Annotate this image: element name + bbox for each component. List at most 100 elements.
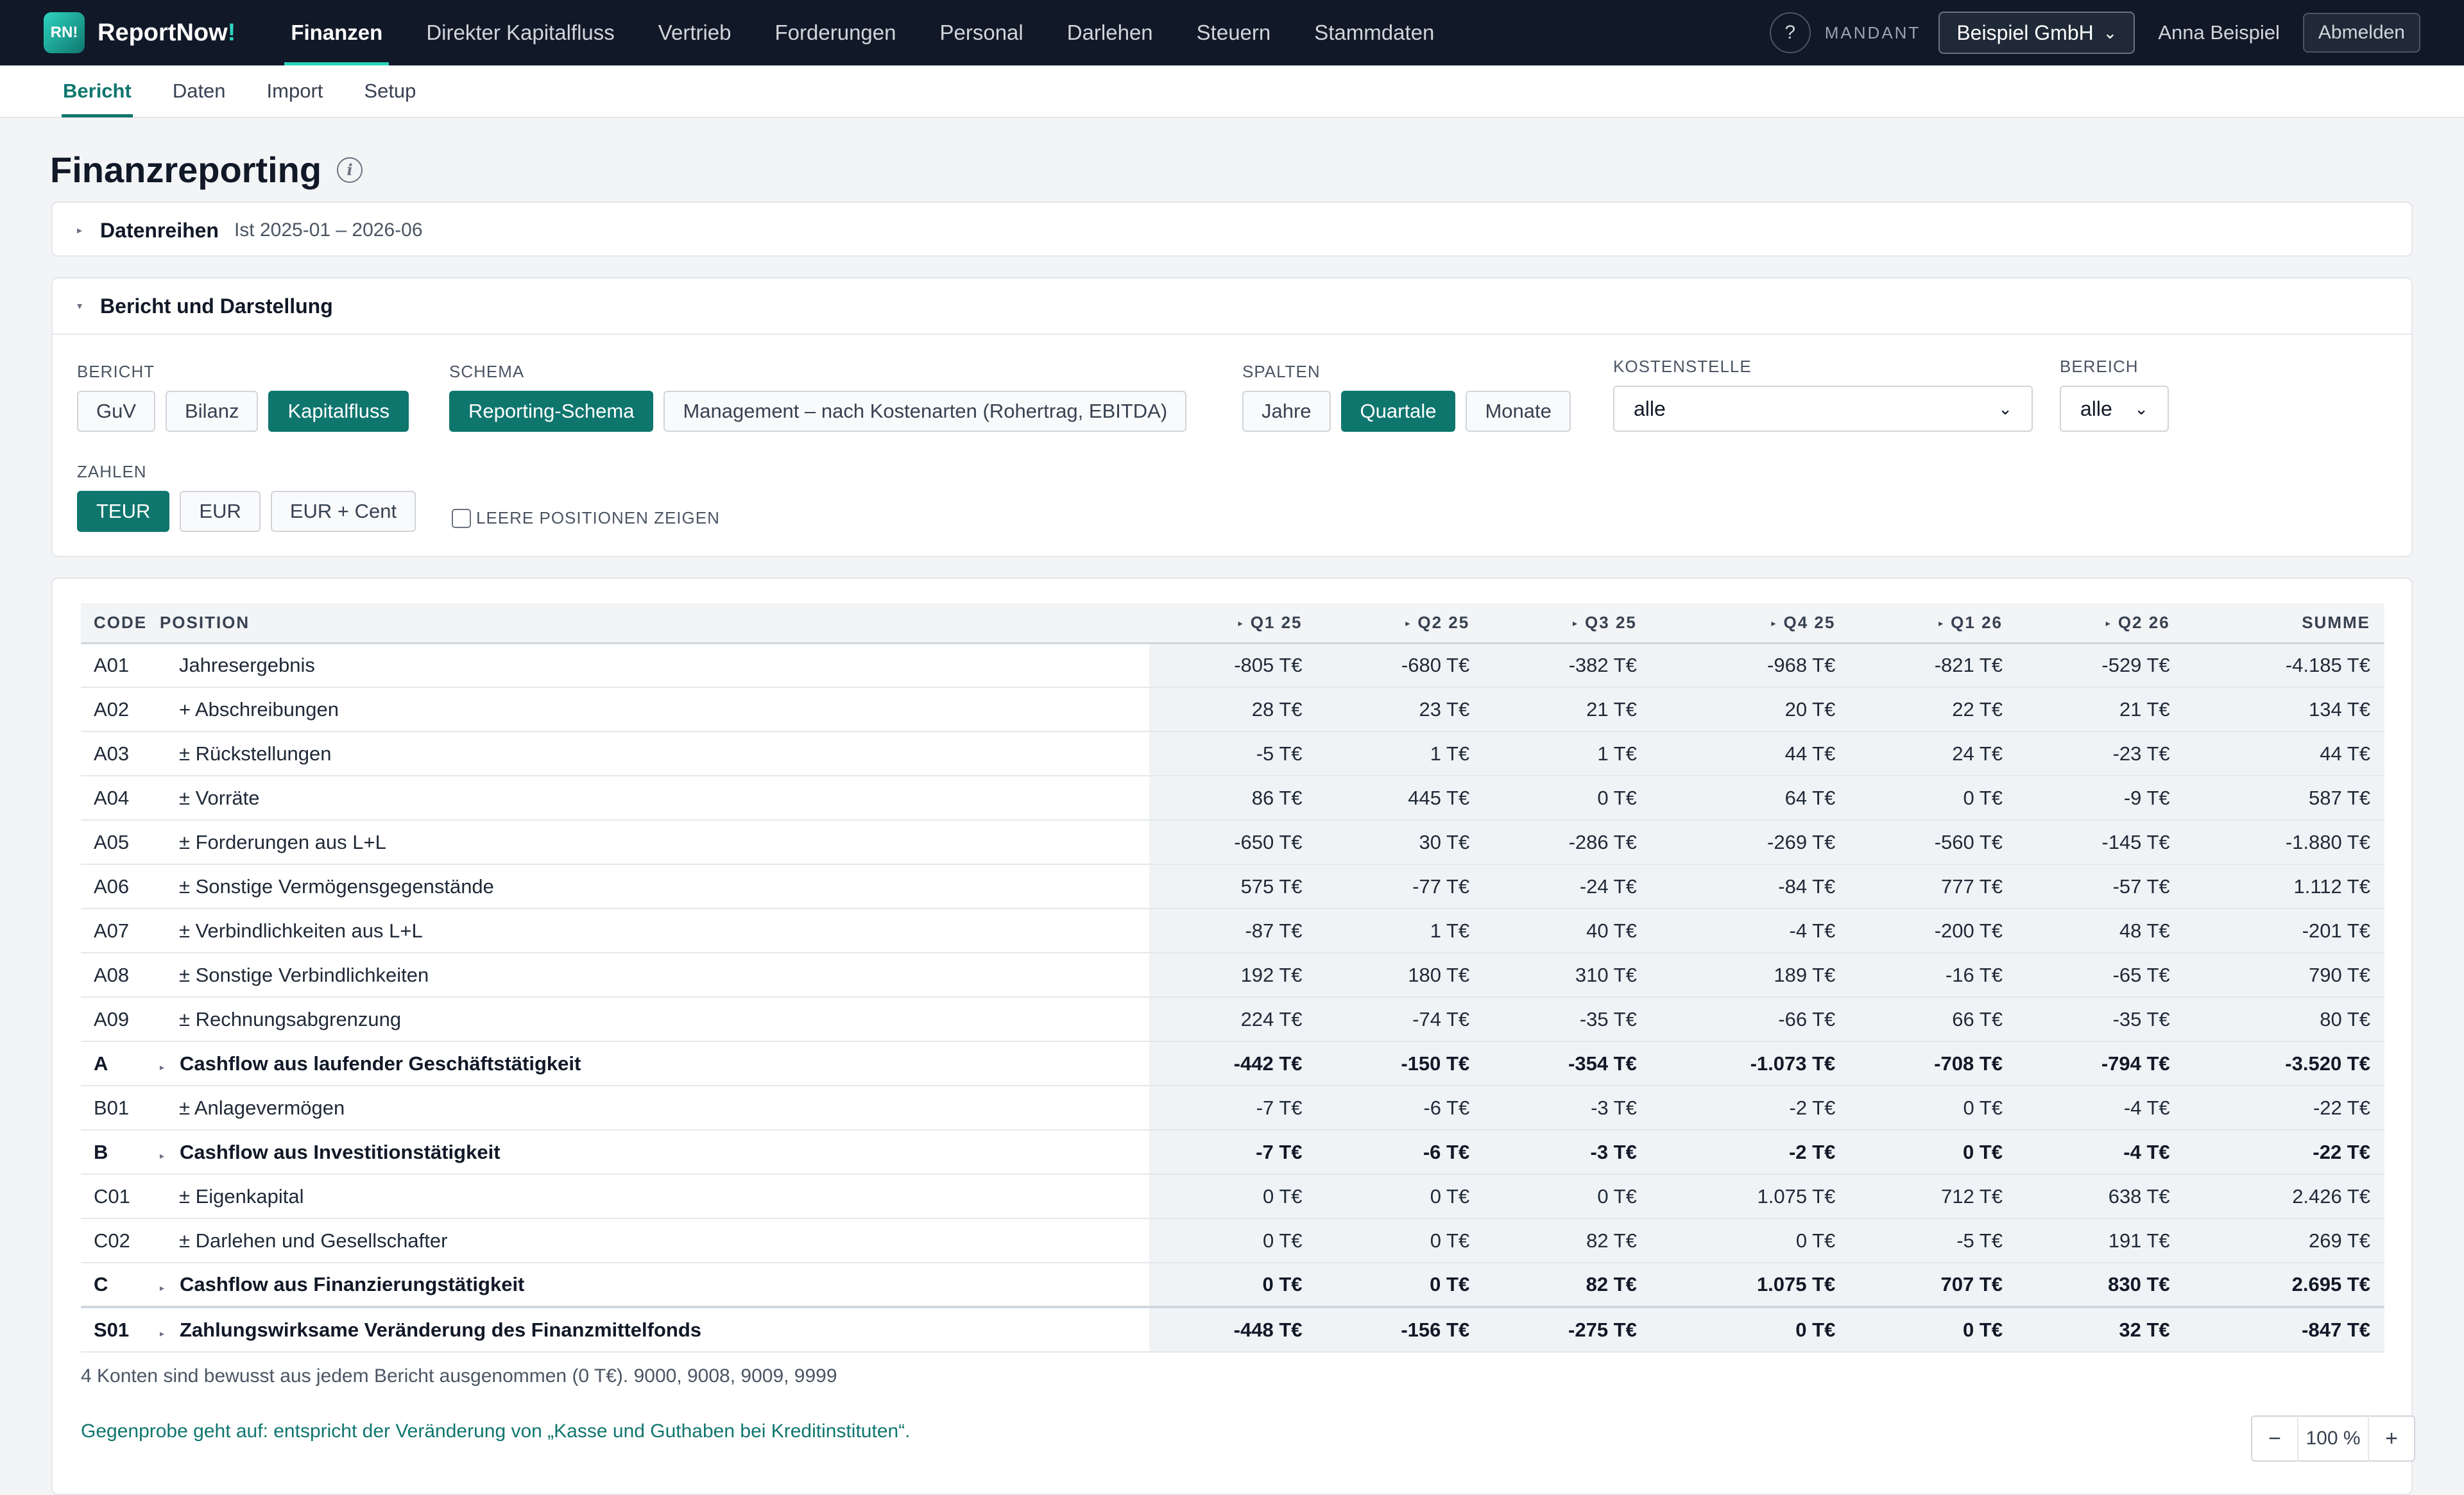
cell-value: -24 T€ bbox=[1484, 864, 1651, 909]
table-row[interactable]: B ▸ Cashflow aus Investitionstätigkeit -7 T… bbox=[81, 1130, 2384, 1175]
nav-forderungen[interactable]: Forderungen bbox=[774, 21, 896, 44]
cell-value: -269 T€ bbox=[1650, 820, 1850, 865]
table-row[interactable]: A09 ± Rechnungsabgrenzung 224 T€ -74 T€ -35 … bbox=[81, 997, 2384, 1042]
spalten-jahre-button[interactable]: Jahre bbox=[1242, 391, 1331, 432]
cell-value: 0 T€ bbox=[1484, 776, 1651, 821]
nav-stammdaten[interactable]: Stammdaten bbox=[1314, 21, 1435, 44]
col-summe[interactable]: SUMME bbox=[2184, 603, 2384, 644]
cell-value: -805 T€ bbox=[1149, 643, 1317, 688]
table-row[interactable]: A ▸ Cashflow aus laufender Geschäftstätigk… bbox=[81, 1041, 2384, 1086]
zahlen-eur-button[interactable]: EUR bbox=[180, 491, 261, 532]
col-q1-26[interactable]: ▸ Q1 26 bbox=[1849, 603, 2017, 644]
tab-setup[interactable]: Setup bbox=[364, 80, 416, 102]
nav-steuern[interactable]: Steuern bbox=[1196, 21, 1271, 44]
table-row[interactable]: A05 ± Forderungen aus L+L -650 T€ 30 T€ -286… bbox=[81, 820, 2384, 865]
info-icon[interactable]: i bbox=[337, 157, 363, 183]
bericht-header[interactable]: ▾ Bericht und Darstellung bbox=[53, 278, 2411, 334]
cell-code: A08 bbox=[81, 953, 160, 998]
brand[interactable]: RN! ReportNow! bbox=[44, 12, 235, 53]
cell-value: -354 T€ bbox=[1484, 1041, 1651, 1086]
col-position[interactable]: POSITION bbox=[159, 603, 1149, 644]
mandant-select[interactable]: Beispiel GmbH ⌄ bbox=[1938, 12, 2135, 54]
zahlen-label: ZAHLEN bbox=[77, 462, 147, 481]
cell-code: B01 bbox=[81, 1086, 160, 1131]
mandant-label: MANDANT bbox=[1824, 22, 1921, 42]
bereich-select[interactable]: alle ⌄ bbox=[2060, 386, 2169, 432]
table-row[interactable]: A03 ± Rückstellungen -5 T€ 1 T€ 1 T€ 44 T€ 24 … bbox=[81, 731, 2384, 776]
position-label: + Abschreibungen bbox=[178, 697, 339, 721]
schema-reporting-button[interactable]: Reporting-Schema bbox=[449, 391, 654, 432]
cell-value: -286 T€ bbox=[1484, 820, 1651, 865]
datenreihen-header[interactable]: ▸ Datenreihen Ist 2025-01 – 2026-06 bbox=[53, 203, 2411, 258]
zoom-out-button[interactable]: − bbox=[2268, 1426, 2281, 1451]
cell-value: -4 T€ bbox=[2016, 1086, 2184, 1131]
tab-import[interactable]: Import bbox=[266, 80, 323, 102]
expand-icon[interactable]: ▸ bbox=[159, 1061, 164, 1072]
bericht-guv-button[interactable]: GuV bbox=[77, 391, 156, 432]
table-row[interactable]: C01 ± Eigenkapital 0 T€ 0 T€ 0 T€ 1.075 T€ 712… bbox=[81, 1174, 2384, 1219]
expand-icon[interactable]: ▸ bbox=[159, 1150, 164, 1161]
cell-value: 445 T€ bbox=[1316, 776, 1484, 821]
spalten-monate-button[interactable]: Monate bbox=[1466, 391, 1571, 432]
col-q4-25[interactable]: ▸ Q4 25 bbox=[1650, 603, 1850, 644]
nav-darlehen[interactable]: Darlehen bbox=[1066, 21, 1153, 44]
nav-finanzen[interactable]: Finanzen bbox=[269, 0, 404, 65]
kostenstelle-select[interactable]: alle ⌄ bbox=[1613, 386, 2033, 432]
cell-value: 0 T€ bbox=[1149, 1218, 1317, 1263]
cell-value: -529 T€ bbox=[2016, 643, 2184, 688]
table-row[interactable]: A06 ± Sonstige Vermögensgegenstände 575 T€… bbox=[81, 864, 2384, 909]
leere-positionen-label: LEERE POSITIONEN ZEIGEN bbox=[476, 508, 720, 527]
cell-value: 0 T€ bbox=[1650, 1306, 1850, 1353]
table-row[interactable]: S01 ▸ Zahlungswirksame Veränderung des Fin… bbox=[81, 1306, 2384, 1353]
col-code[interactable]: CODE bbox=[81, 603, 160, 644]
zahlen-teur-button[interactable]: TEUR bbox=[77, 491, 170, 532]
cell-value: 0 T€ bbox=[1650, 1218, 1850, 1263]
zahlen-eur-cent-button[interactable]: EUR + Cent bbox=[270, 491, 416, 532]
col-q1-25[interactable]: ▸ Q1 25 bbox=[1149, 603, 1317, 644]
table-row[interactable]: C02 ± Darlehen und Gesellschafter 0 T€ 0 T€… bbox=[81, 1218, 2384, 1263]
col-q2-25[interactable]: ▸ Q2 25 bbox=[1316, 603, 1484, 644]
cell-value: 21 T€ bbox=[2016, 687, 2184, 732]
table-row[interactable]: A02 + Abschreibungen 28 T€ 23 T€ 21 T€ 20 T€ 2… bbox=[81, 687, 2384, 732]
cell-value: -7 T€ bbox=[1149, 1130, 1317, 1175]
table-row[interactable]: A08 ± Sonstige Verbindlichkeiten 192 T€ 180… bbox=[81, 953, 2384, 998]
cell-sum: 80 T€ bbox=[2184, 997, 2384, 1042]
cell-value: -9 T€ bbox=[2016, 776, 2184, 821]
cell-value: 44 T€ bbox=[1650, 731, 1850, 776]
tab-daten[interactable]: Daten bbox=[172, 80, 226, 102]
bericht-kapitalfluss-button[interactable]: Kapitalfluss bbox=[268, 391, 409, 432]
chevron-down-icon: ⌄ bbox=[2103, 22, 2118, 42]
spalten-quartale-button[interactable]: Quartale bbox=[1340, 391, 1456, 432]
schema-management-button[interactable]: Management – nach Kostenarten (Rohertrag… bbox=[663, 391, 1187, 432]
bericht-bilanz-button[interactable]: Bilanz bbox=[166, 391, 259, 432]
table-row[interactable]: A01 Jahresergebnis -805 T€ -680 T€ -382 T€ -9… bbox=[81, 643, 2384, 688]
logout-button[interactable]: Abmelden bbox=[2302, 13, 2420, 53]
nav-personal[interactable]: Personal bbox=[939, 21, 1023, 44]
nav-vertrieb[interactable]: Vertrieb bbox=[658, 21, 732, 44]
help-icon[interactable]: ? bbox=[1769, 12, 1811, 53]
cell-position: ± Verbindlichkeiten aus L+L bbox=[159, 909, 1149, 953]
col-q3-25[interactable]: ▸ Q3 25 bbox=[1484, 603, 1651, 644]
table-row[interactable]: A07 ± Verbindlichkeiten aus L+L -87 T€ 1 T€… bbox=[81, 909, 2384, 953]
table-row[interactable]: A04 ± Vorräte 86 T€ 445 T€ 0 T€ 64 T€ 0 T€ -9 T… bbox=[81, 776, 2384, 821]
zoom-in-button[interactable]: + bbox=[2385, 1426, 2398, 1451]
leere-positionen-checkbox[interactable] bbox=[452, 508, 471, 528]
cell-value: -680 T€ bbox=[1316, 643, 1484, 688]
cell-position: ▸ Zahlungswirksame Veränderung des Finanz… bbox=[159, 1306, 1149, 1353]
report-table: CODE POSITION ▸ Q1 25 ▸ Q2 25 ▸ Q3 25 ▸ Q4 2… bbox=[81, 603, 2384, 1353]
table-row[interactable]: C ▸ Cashflow aus Finanzierungstätigkeit 0 T… bbox=[81, 1263, 2384, 1308]
nav-direkter-kapitalfluss[interactable]: Direkter Kapitalfluss bbox=[426, 21, 615, 44]
cell-value: 224 T€ bbox=[1149, 997, 1317, 1042]
cell-value: 1 T€ bbox=[1484, 731, 1651, 776]
col-q2-26[interactable]: ▸ Q2 26 bbox=[2016, 603, 2184, 644]
cell-value: -968 T€ bbox=[1650, 643, 1850, 688]
tab-bericht[interactable]: Bericht bbox=[42, 65, 152, 117]
table-row[interactable]: B01 ± Anlagevermögen -7 T€ -6 T€ -3 T€ -2 T€ 0… bbox=[81, 1086, 2384, 1131]
user-name: Anna Beispiel bbox=[2158, 21, 2280, 44]
cell-position: ± Sonstige Verbindlichkeiten bbox=[159, 953, 1149, 998]
cell-sum: 134 T€ bbox=[2184, 687, 2384, 732]
expand-icon[interactable]: ▸ bbox=[159, 1283, 164, 1293]
position-label: Jahresergebnis bbox=[178, 653, 315, 676]
kostenstelle-value: alle bbox=[1634, 397, 1666, 420]
expand-icon[interactable]: ▸ bbox=[159, 1328, 164, 1338]
